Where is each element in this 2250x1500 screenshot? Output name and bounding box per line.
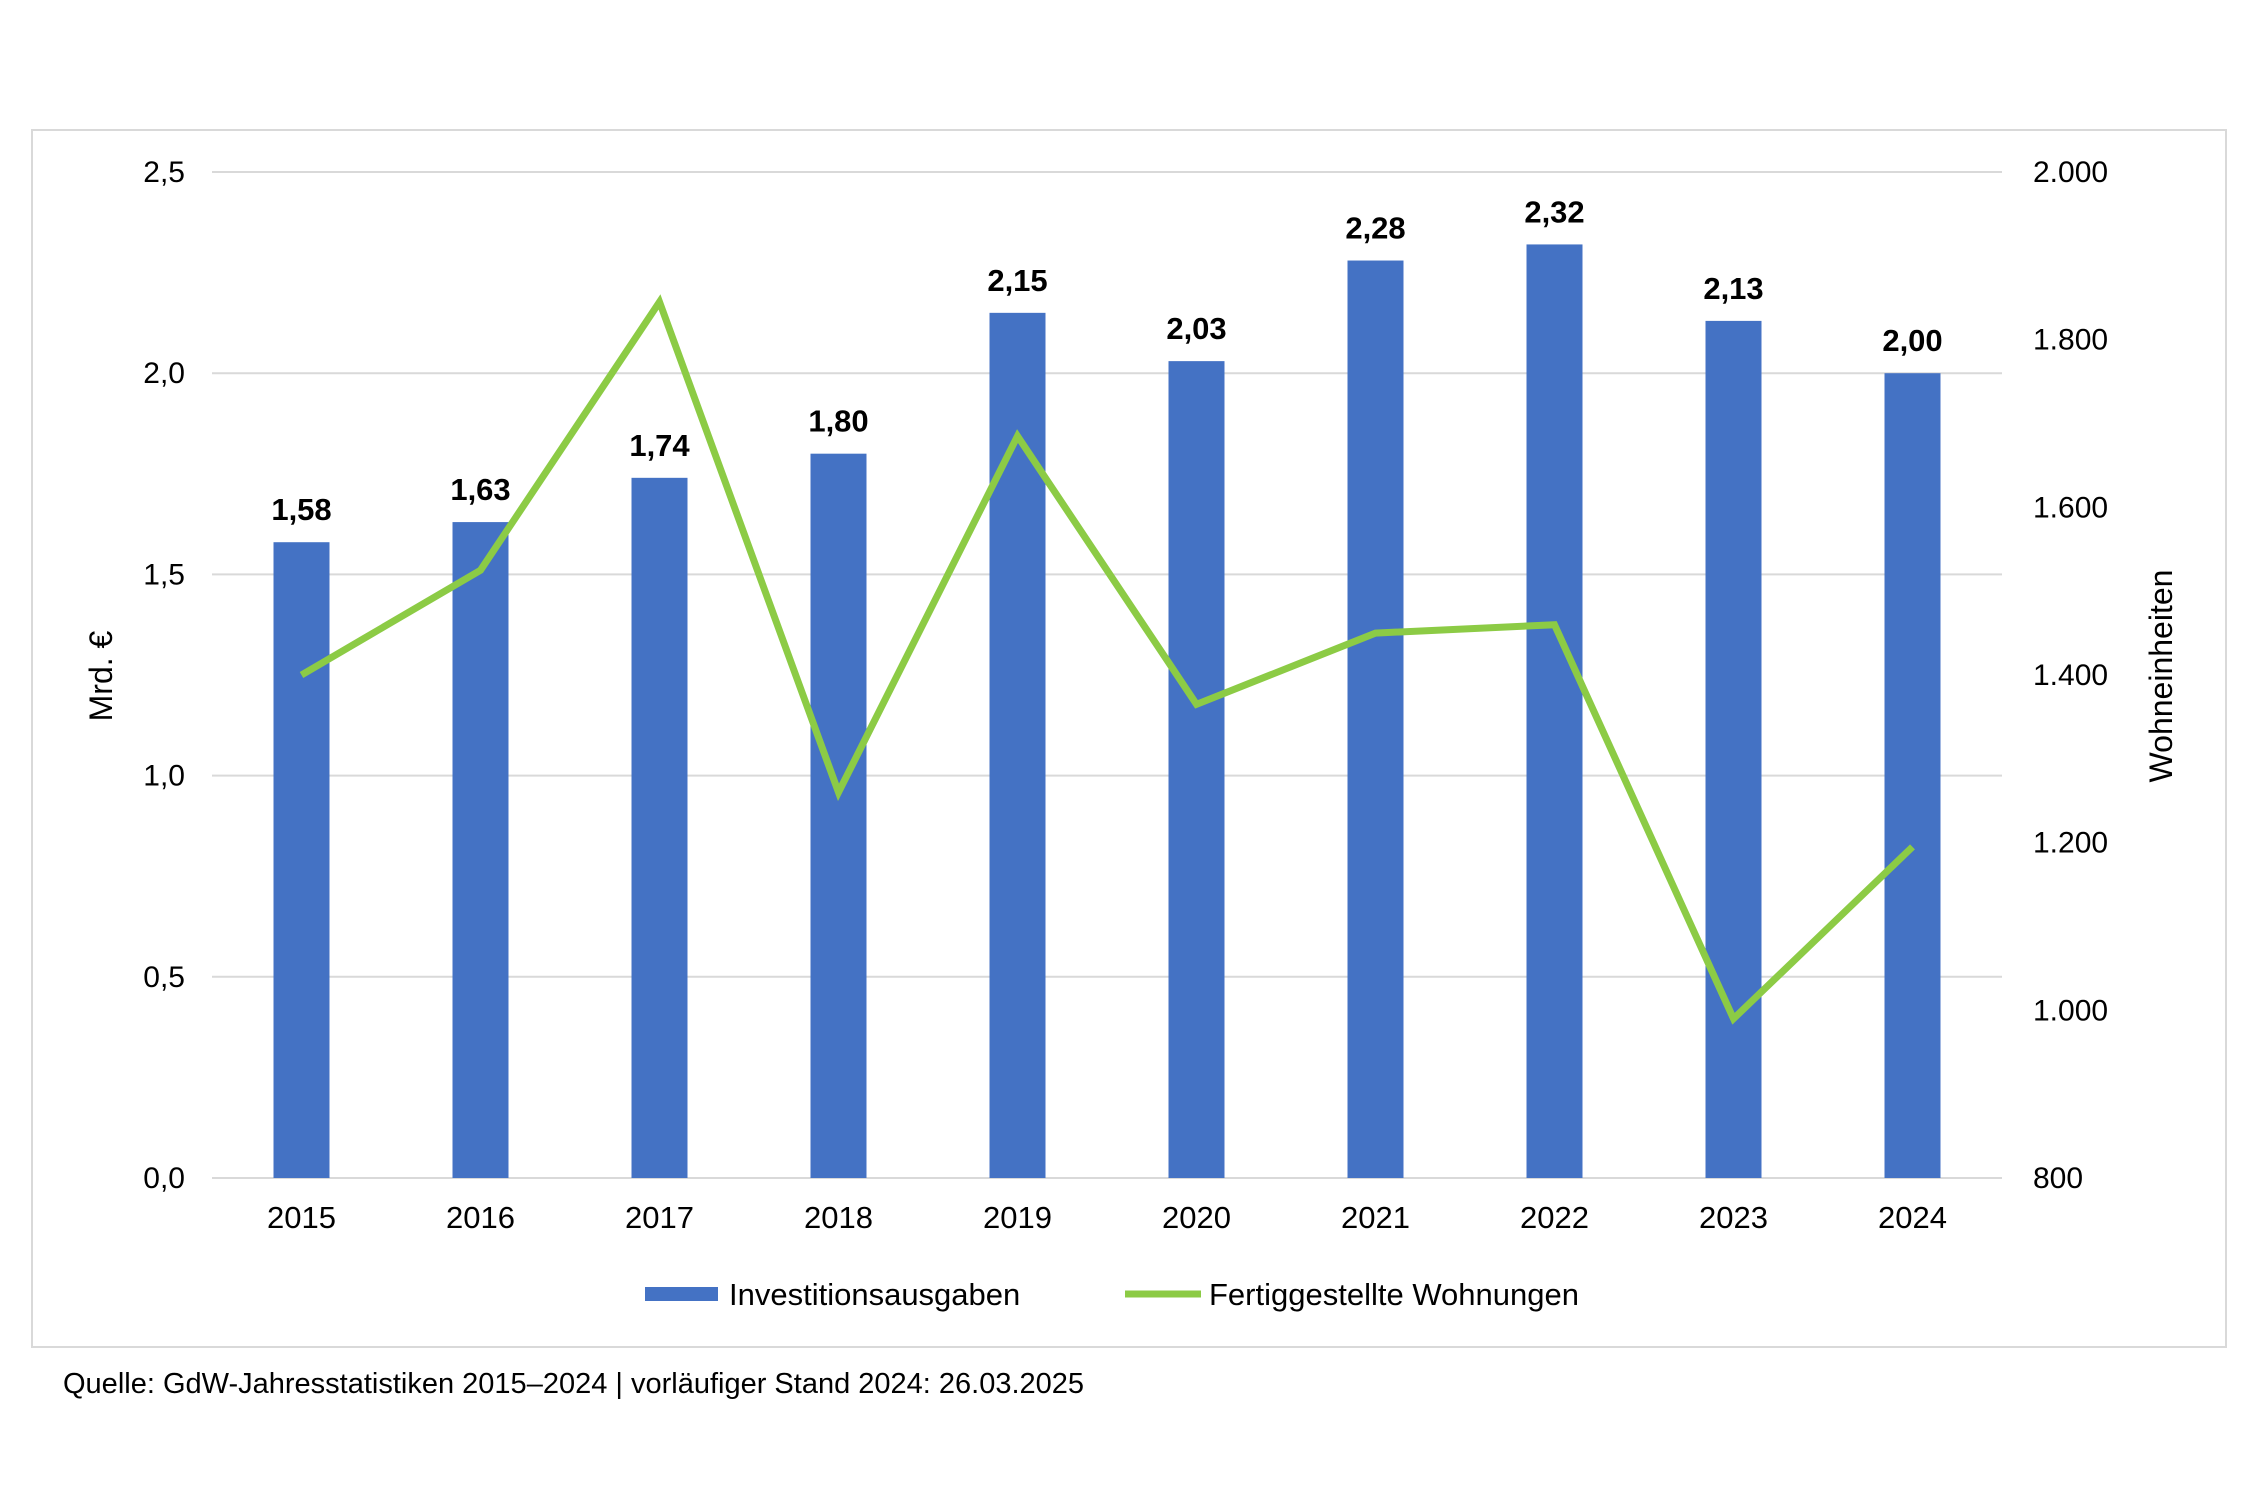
y-left-tick-label: 1,5 [143,558,185,591]
bar-value-label: 2,13 [1703,271,1763,306]
y-right-tick-label: 1.200 [2033,827,2108,860]
line-series [299,294,1915,1025]
bar-2021 [1347,260,1404,1178]
bar-value-label: 2,32 [1524,194,1584,229]
x-tick-label: 2023 [1699,1200,1768,1235]
bar-value-label: 2,03 [1166,311,1226,346]
bar-2019 [989,312,1046,1179]
bar-2018 [810,453,867,1178]
bar-2024 [1884,373,1941,1178]
y-right-tick-label: 2.000 [2033,156,2108,189]
bar-2017 [631,477,688,1179]
bar-2015 [273,542,330,1178]
x-tick-label: 2024 [1878,1200,1947,1235]
x-tick-label: 2016 [446,1200,515,1235]
source-note: Quelle: GdW-Jahresstatistiken 2015–2024 … [63,1368,1085,1400]
x-tick-label: 2015 [267,1200,336,1235]
line-wohnungen [299,294,1915,1025]
legend: Investitionsausgaben Fertiggestellte Wohn… [645,1277,1579,1312]
y-left-tick-label: 0,0 [143,1162,185,1195]
y-right-tick-label: 1.600 [2033,491,2108,524]
x-tick-label: 2021 [1341,1200,1410,1235]
bar-value-label: 1,63 [450,472,510,507]
bar-value-label: 2,28 [1345,211,1405,246]
bar-2016 [452,522,509,1178]
bar-2022 [1526,244,1583,1178]
legend-label-line: Fertiggestellte Wohnungen [1209,1277,1579,1312]
y-right-tick-label: 1.400 [2033,659,2108,692]
x-tick-label: 2019 [983,1200,1052,1235]
data-labels: 1,58 1,63 1,74 1,80 2,15 2,03 2,28 2,32 2,13 2,00 [271,194,1942,527]
x-tick-label: 2020 [1162,1200,1231,1235]
legend-swatch-bar [645,1287,718,1301]
bar-value-label: 1,74 [629,428,690,463]
bar-value-label: 2,15 [987,263,1047,298]
x-tick-label: 2017 [625,1200,694,1235]
y-left-tick-label: 1,0 [143,760,185,793]
x-tick-label: 2022 [1520,1200,1589,1235]
y-left-tick-label: 2,0 [143,357,185,390]
y-left-tick-label: 0,5 [143,961,185,994]
y-right-axis-title: Wohneinheiten [2143,570,2179,783]
y-left-axis-title: Mrd. € [83,630,119,721]
bar-series [273,244,1941,1179]
chart-frame [31,129,2227,1348]
gridlines [212,171,2002,1179]
x-tick-label: 2018 [804,1200,873,1235]
bar-value-label: 1,58 [271,492,331,527]
axes: 0,0 0,5 1,0 1,5 2,0 2,5 800 1.000 1.200 1.400 1.60… [83,156,2179,1235]
y-left-tick-label: 2,5 [143,156,185,189]
legend-label-bar: Investitionsausgaben [729,1277,1020,1312]
bar-value-label: 1,80 [808,404,868,439]
y-right-tick-label: 1.000 [2033,994,2108,1027]
bar-2020 [1168,361,1225,1178]
bar-value-label: 2,00 [1882,323,1942,358]
y-right-tick-label: 1.800 [2033,324,2108,357]
bar-2023 [1705,320,1762,1178]
y-right-tick-label: 800 [2033,1162,2083,1195]
